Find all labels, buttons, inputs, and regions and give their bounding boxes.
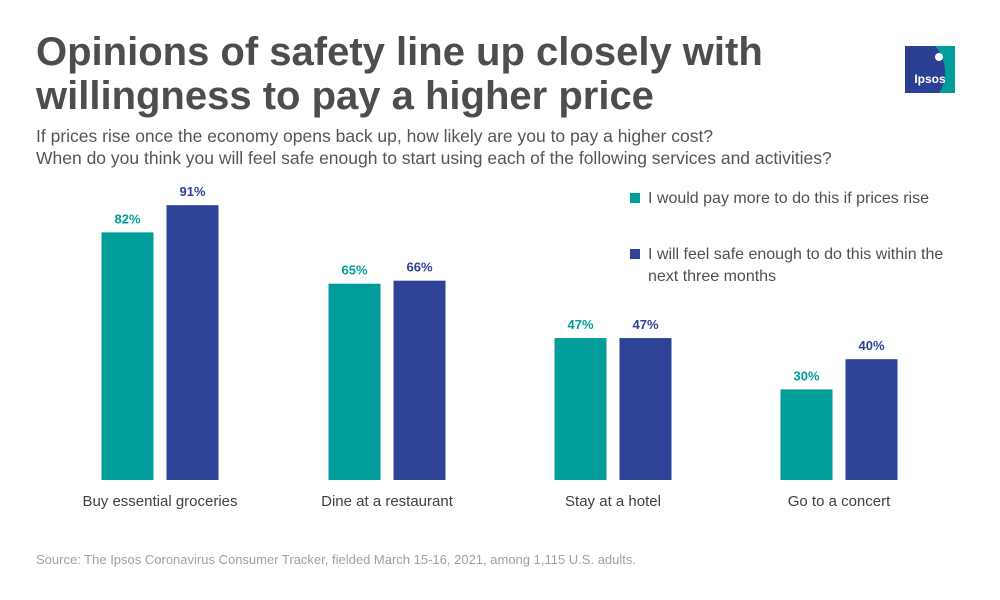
data-label-pay-more-3: 30% [793, 368, 819, 383]
legend-swatch-teal [630, 193, 640, 203]
ipsos-logo-mark [905, 46, 955, 93]
category-label-2: Stay at a hotel [565, 493, 661, 510]
bar-pay-more-1 [328, 283, 381, 480]
legend-label-feel-safe: I will feel safe enough to do this withi… [648, 246, 944, 285]
data-label-pay-more-0: 82% [114, 211, 140, 226]
data-label-feel-safe-2: 47% [632, 317, 658, 332]
bar-pay-more-2 [554, 338, 607, 480]
bar-feel-safe-2 [619, 338, 672, 480]
legend-label-pay-more: I would pay more to do this if prices ri… [648, 190, 930, 207]
chart-subtitle-question-2: When do you think you will feel safe eno… [36, 148, 832, 168]
category-label-1: Dine at a restaurant [321, 493, 454, 510]
bar-pay-more-0 [101, 232, 154, 480]
data-label-feel-safe-1: 66% [406, 260, 432, 275]
data-label-feel-safe-3: 40% [858, 338, 884, 353]
ipsos-logo-text: Ipsos [914, 72, 946, 86]
data-label-pay-more-2: 47% [567, 317, 593, 332]
chart-title: Opinions of safety line up closely with … [36, 30, 763, 118]
source-note: Source: The Ipsos Coronavirus Consumer T… [36, 552, 636, 567]
bar-feel-safe-0 [166, 205, 219, 480]
bar-pay-more-3 [780, 389, 833, 480]
legend-swatch-blue [630, 249, 640, 259]
chart-subtitle-question-1: If prices rise once the economy opens ba… [36, 126, 714, 146]
data-label-feel-safe-0: 91% [179, 184, 205, 199]
bar-feel-safe-1 [393, 280, 446, 480]
bar-feel-safe-3 [845, 359, 898, 480]
ipsos-logo: Ipsos [905, 46, 955, 93]
category-label-3: Go to a concert [788, 493, 891, 510]
category-label-0: Buy essential groceries [82, 493, 237, 510]
data-label-pay-more-1: 65% [341, 263, 367, 278]
